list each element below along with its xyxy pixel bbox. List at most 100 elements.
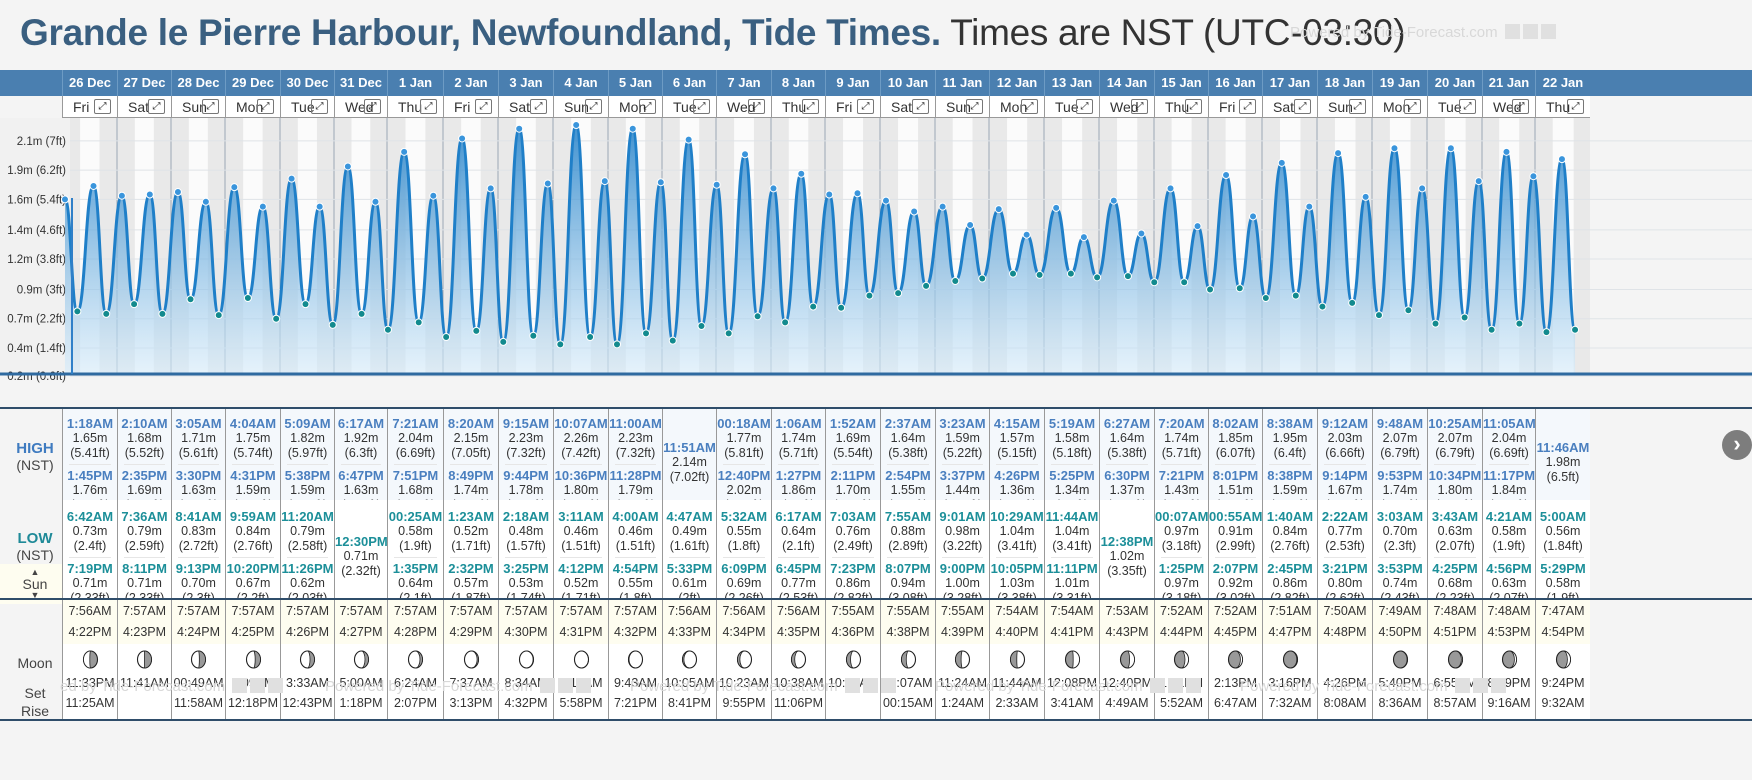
expand-day-icon[interactable]: ⤢ [693,99,710,114]
high-tide-point[interactable] [1390,144,1399,153]
high-tide-point[interactable] [994,205,1003,214]
expand-day-icon[interactable]: ⤢ [748,99,765,114]
high-tide-point[interactable] [400,147,409,156]
high-tide-point[interactable] [1418,184,1427,193]
high-tide-point[interactable] [315,202,324,211]
low-tide-point[interactable] [414,318,423,327]
low-tide-point[interactable] [1515,319,1524,328]
low-tide-point[interactable] [1374,311,1383,320]
low-tide-point[interactable] [1093,273,1102,282]
low-tide-point[interactable] [781,318,790,327]
low-tide-point[interactable] [529,331,538,340]
low-tide-point[interactable] [556,340,565,349]
expand-day-icon[interactable]: ⤢ [475,99,492,114]
high-tide-point[interactable] [966,220,975,229]
high-tide-point[interactable] [1137,229,1146,238]
high-tide-point[interactable] [1474,177,1483,186]
low-tide-point[interactable] [697,322,706,331]
low-tide-point[interactable] [1348,298,1357,307]
powered-by-footer-3[interactable]: Powered by Tide-Forecast.com [630,678,896,695]
low-tide-point[interactable] [158,309,167,318]
low-tide-point[interactable] [1123,272,1132,281]
low-tide-point[interactable] [613,340,621,349]
low-tide-point[interactable] [243,294,252,303]
high-tide-point[interactable] [1249,212,1258,221]
high-tide-point[interactable] [600,177,609,186]
low-tide-point[interactable] [1404,306,1413,315]
low-tide-point[interactable] [1291,291,1300,300]
high-tide-point[interactable] [371,197,380,206]
low-tide-point[interactable] [837,303,846,312]
low-tide-point[interactable] [753,312,762,321]
low-tide-point[interactable] [1318,302,1327,311]
low-tide-point[interactable] [1206,285,1215,294]
high-tide-point[interactable] [145,190,154,199]
high-tide-point[interactable] [628,124,637,133]
high-tide-point[interactable] [656,178,665,187]
high-tide-point[interactable] [1529,172,1538,181]
low-tide-point[interactable] [724,329,733,338]
expand-day-icon[interactable]: ⤢ [639,99,656,114]
expand-day-icon[interactable]: ⤢ [585,99,602,114]
low-tide-point[interactable] [102,309,111,318]
low-tide-point[interactable] [951,276,960,285]
high-tide-point[interactable] [853,189,862,198]
low-tide-point[interactable] [357,309,366,318]
low-tide-point[interactable] [1487,325,1496,334]
expand-day-icon[interactable]: ⤢ [257,99,274,114]
expand-day-icon[interactable]: ⤢ [94,99,111,114]
high-tide-point[interactable] [1222,171,1231,179]
low-tide-point[interactable] [586,333,595,342]
low-tide-point[interactable] [1261,294,1270,303]
low-tide-point[interactable] [809,302,818,311]
low-tide-point[interactable] [214,311,223,320]
expand-day-icon[interactable]: ⤢ [857,99,874,114]
powered-by-footer-2[interactable]: Powered by Tide-Forecast.com [325,678,591,695]
high-tide-point[interactable] [543,179,552,188]
high-tide-point[interactable] [712,180,721,189]
high-tide-point[interactable] [938,202,947,211]
high-tide-point[interactable] [230,183,239,192]
low-tide-point[interactable] [272,314,281,323]
high-tide-point[interactable] [1277,158,1286,167]
low-tide-point[interactable] [472,326,481,335]
high-tide-point[interactable] [1109,196,1118,205]
high-tide-point[interactable] [1361,192,1370,201]
low-tide-point[interactable] [499,337,508,346]
high-tide-point[interactable] [1022,230,1031,239]
high-tide-point[interactable] [258,202,267,211]
high-tide-point[interactable] [287,174,296,183]
expand-day-icon[interactable]: ⤢ [1349,99,1366,114]
high-tide-point[interactable] [343,162,352,171]
low-tide-point[interactable] [328,320,337,329]
high-tide-point[interactable] [1446,144,1455,153]
high-tide-point[interactable] [881,196,890,205]
expand-day-icon[interactable]: ⤢ [1512,99,1529,114]
high-tide-point[interactable] [458,134,467,143]
high-tide-point[interactable] [1334,149,1343,158]
low-tide-point[interactable] [1035,270,1044,279]
high-tide-point[interactable] [769,184,778,193]
high-tide-point[interactable] [1305,202,1314,211]
expand-day-icon[interactable]: ⤢ [1239,99,1256,114]
powered-by-footer-5[interactable]: Powered by Tide-Forecast.com [1240,678,1506,695]
expand-day-icon[interactable]: ⤢ [1459,99,1476,114]
expand-day-icon[interactable]: ⤢ [148,99,165,114]
high-tide-point[interactable] [1193,222,1202,231]
high-tide-point[interactable] [429,191,438,200]
high-tide-point[interactable] [1557,155,1566,164]
expand-day-icon[interactable]: ⤢ [1567,99,1584,114]
low-tide-point[interactable] [894,289,903,298]
high-tide-point[interactable] [173,188,182,197]
low-tide-point[interactable] [442,333,451,342]
low-tide-point[interactable] [1571,325,1580,334]
expand-day-icon[interactable]: ⤢ [420,99,437,114]
expand-day-icon[interactable]: ⤢ [1131,99,1148,114]
low-tide-point[interactable] [1542,328,1551,337]
expand-day-icon[interactable]: ⤢ [966,99,983,114]
expand-day-icon[interactable]: ⤢ [530,99,547,114]
high-tide-point[interactable] [1052,203,1061,212]
high-tide-point[interactable] [1079,233,1088,242]
low-tide-point[interactable] [1180,278,1189,287]
high-tide-point[interactable] [486,184,495,193]
